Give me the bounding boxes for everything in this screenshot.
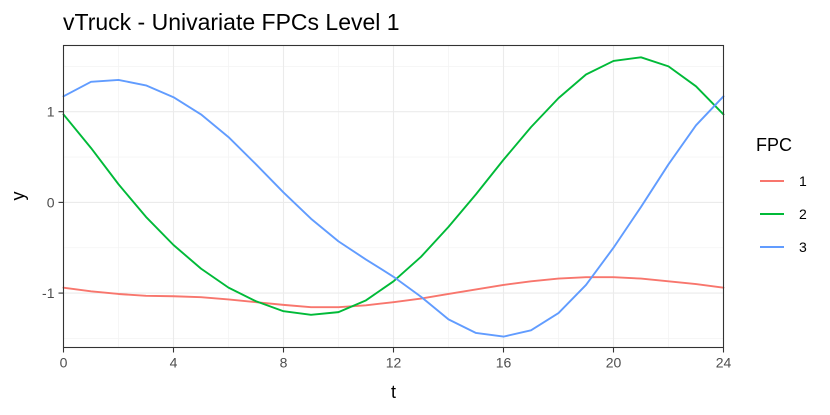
y-tick-label: -1 [42,285,55,301]
x-tick-label: 4 [170,355,178,371]
series-line-fpc-2 [62,56,725,316]
y-axis: -1 0 1 [42,104,64,301]
y-tick-label: 0 [47,194,55,210]
legend-label-fpc-2: 2 [799,206,807,222]
x-tick-label: 20 [606,355,622,371]
legend-label-fpc-1: 1 [799,173,807,189]
x-axis: 0 4 8 12 16 20 24 [60,347,732,371]
series-lines [62,56,725,338]
x-tick-label: 24 [716,355,732,371]
x-tick-label: 8 [280,355,288,371]
legend: FPC 1 2 3 [756,135,807,255]
chart-title: vTruck - Univariate FPCs Level 1 [63,9,400,35]
x-tick-label: 12 [386,355,402,371]
legend-label-fpc-3: 3 [799,239,807,255]
x-tick-label: 0 [60,355,68,371]
y-axis-title: y [8,192,28,201]
x-axis-title: t [391,382,396,402]
series-line-fpc-3 [62,79,725,338]
series-line-fpc-1 [62,276,725,309]
legend-title: FPC [756,135,792,155]
y-tick-label: 1 [47,104,55,120]
x-tick-label: 16 [496,355,512,371]
